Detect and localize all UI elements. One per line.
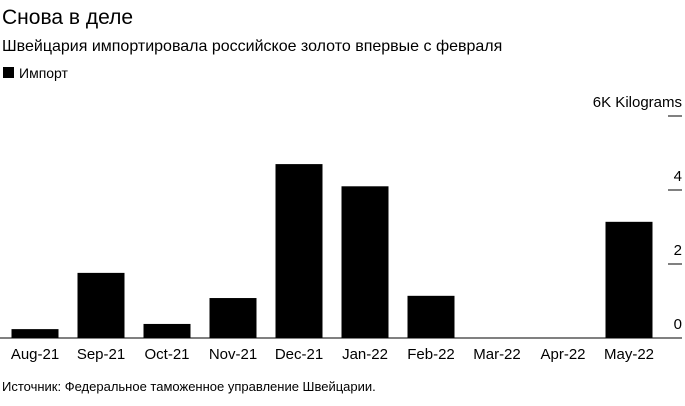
x-tick-label: Aug-21 xyxy=(11,346,59,363)
bar xyxy=(275,164,323,338)
y-tick-label: 4 xyxy=(674,168,682,185)
bar xyxy=(143,323,191,338)
x-tick-label: Mar-22 xyxy=(473,346,521,363)
bar xyxy=(209,298,257,338)
legend-swatch xyxy=(3,67,14,78)
y-tick-label: 6K Kilograms xyxy=(593,94,682,111)
legend-label: Импорт xyxy=(19,65,69,81)
bar xyxy=(605,221,653,338)
bar xyxy=(11,329,59,338)
x-tick-label: May-22 xyxy=(604,346,654,363)
source-note: Источник: Федеральное таможенное управле… xyxy=(2,379,376,394)
x-tick-label: Feb-22 xyxy=(407,346,455,363)
x-tick-label: Jan-22 xyxy=(342,346,388,363)
x-tick-label: Oct-21 xyxy=(144,346,189,363)
y-tick-label: 2 xyxy=(674,242,682,259)
bar xyxy=(77,272,125,338)
x-tick-label: Nov-21 xyxy=(209,346,257,363)
chart-subtitle: Швейцария импортировала российское золот… xyxy=(2,38,502,55)
x-tick-label: Apr-22 xyxy=(540,346,585,363)
bar xyxy=(407,295,455,338)
x-tick-label: Dec-21 xyxy=(275,346,323,363)
x-tick-label: Sep-21 xyxy=(77,346,125,363)
chart-title: Снова в деле xyxy=(2,6,133,29)
y-tick-label: 0 xyxy=(674,316,682,333)
bar xyxy=(341,186,389,338)
